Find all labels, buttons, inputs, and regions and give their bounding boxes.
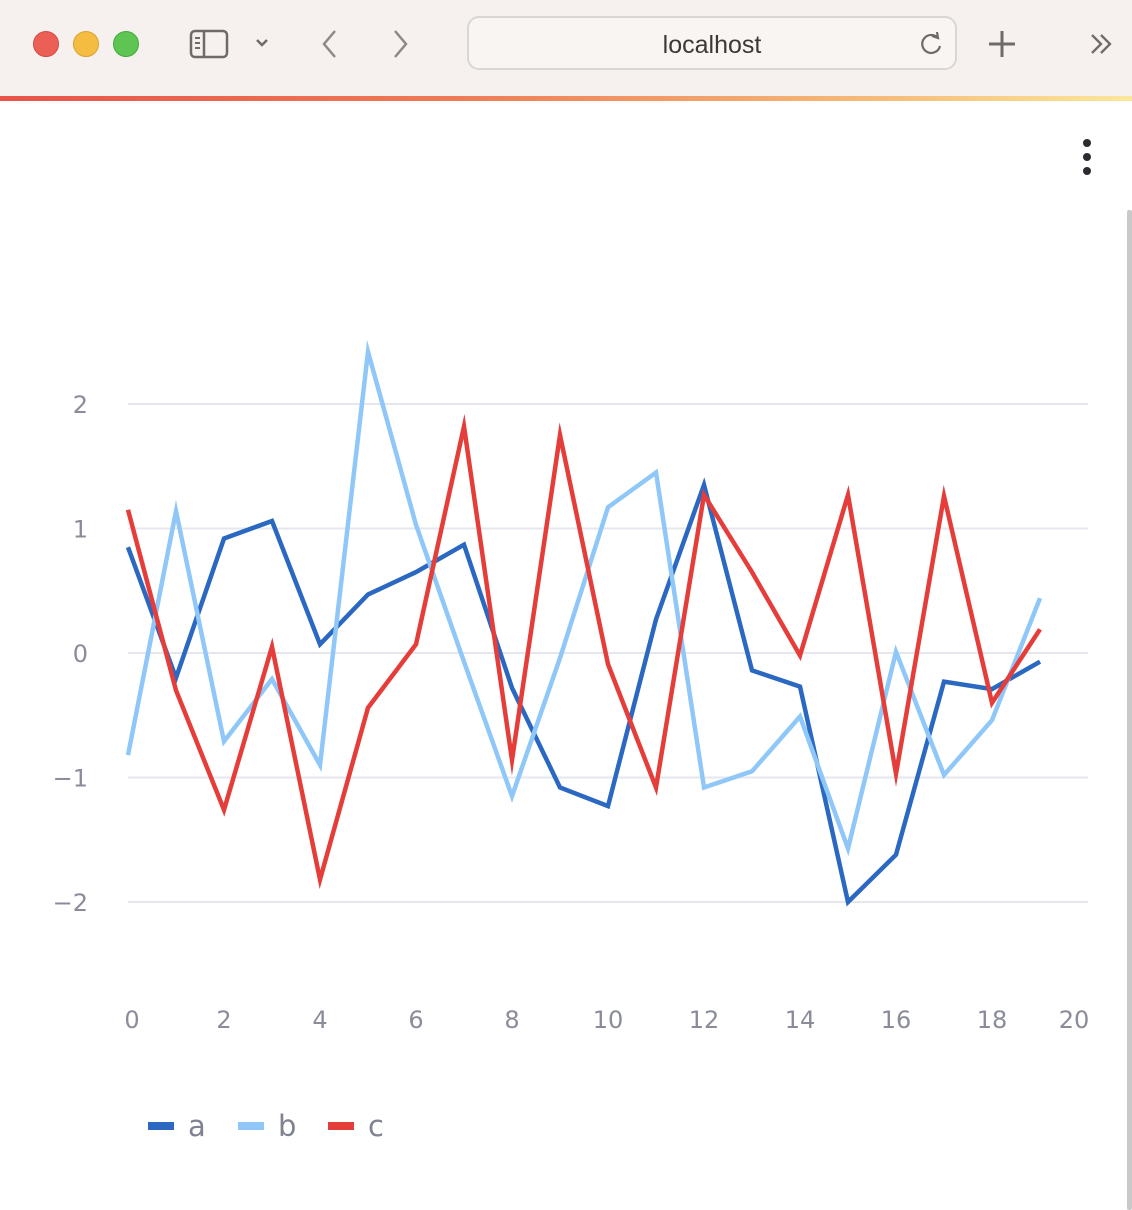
x-tick-label: 20 [1059,1006,1090,1034]
x-tick-label: 0 [124,1006,139,1034]
legend-label: b [278,1109,296,1143]
back-arrow-icon[interactable] [312,24,348,64]
url-text: localhost [662,31,762,59]
loading-accent-bar [0,96,1132,101]
double-chevron-right-icon[interactable] [1084,28,1120,60]
series-line-a [125,477,1042,907]
legend-swatch [148,1122,174,1130]
series-line-c [125,413,1042,890]
legend-item-a[interactable]: a [148,1109,206,1143]
plus-icon[interactable] [982,24,1022,64]
zoom-window-button[interactable] [113,31,139,57]
y-tick-label: −1 [53,765,88,793]
close-window-button[interactable] [33,31,59,57]
x-tick-label: 2 [216,1006,231,1034]
series-line-b [125,340,1043,857]
chart-series [125,340,1043,907]
y-axis-ticks: 2 1 0 −1 −2 [53,391,88,917]
x-tick-label: 4 [312,1006,327,1034]
reload-icon[interactable] [917,30,945,58]
chart-legend[interactable]: a b c [148,1109,384,1143]
legend-label: a [188,1109,206,1143]
y-tick-label: −2 [53,889,88,917]
vertical-scrollbar[interactable] [1127,210,1132,1210]
chart-gridlines [128,403,1088,903]
kebab-menu-icon[interactable] [1074,138,1100,178]
x-tick-label: 16 [881,1006,912,1034]
x-tick-label: 8 [504,1006,519,1034]
y-tick-label: 0 [73,640,88,668]
x-tick-label: 14 [785,1006,816,1034]
x-tick-label: 12 [689,1006,720,1034]
x-tick-label: 6 [408,1006,423,1034]
x-axis-ticks: 0 2 4 6 8 10 12 14 16 18 20 [124,1006,1089,1034]
legend-item-c[interactable]: c [328,1109,384,1143]
sidebar-icon[interactable] [186,26,232,62]
chevron-down-icon[interactable] [250,30,274,56]
forward-arrow-icon[interactable] [382,24,418,64]
address-bar[interactable]: localhost [467,16,957,70]
minimize-window-button[interactable] [73,31,99,57]
y-tick-label: 2 [73,391,88,419]
x-tick-label: 18 [977,1006,1008,1034]
legend-swatch [328,1122,354,1130]
x-tick-label: 10 [593,1006,624,1034]
legend-label: c [368,1109,384,1143]
legend-item-b[interactable]: b [238,1109,296,1143]
legend-swatch [238,1122,264,1130]
y-tick-label: 1 [73,516,88,544]
browser-toolbar: localhost [0,0,1132,96]
